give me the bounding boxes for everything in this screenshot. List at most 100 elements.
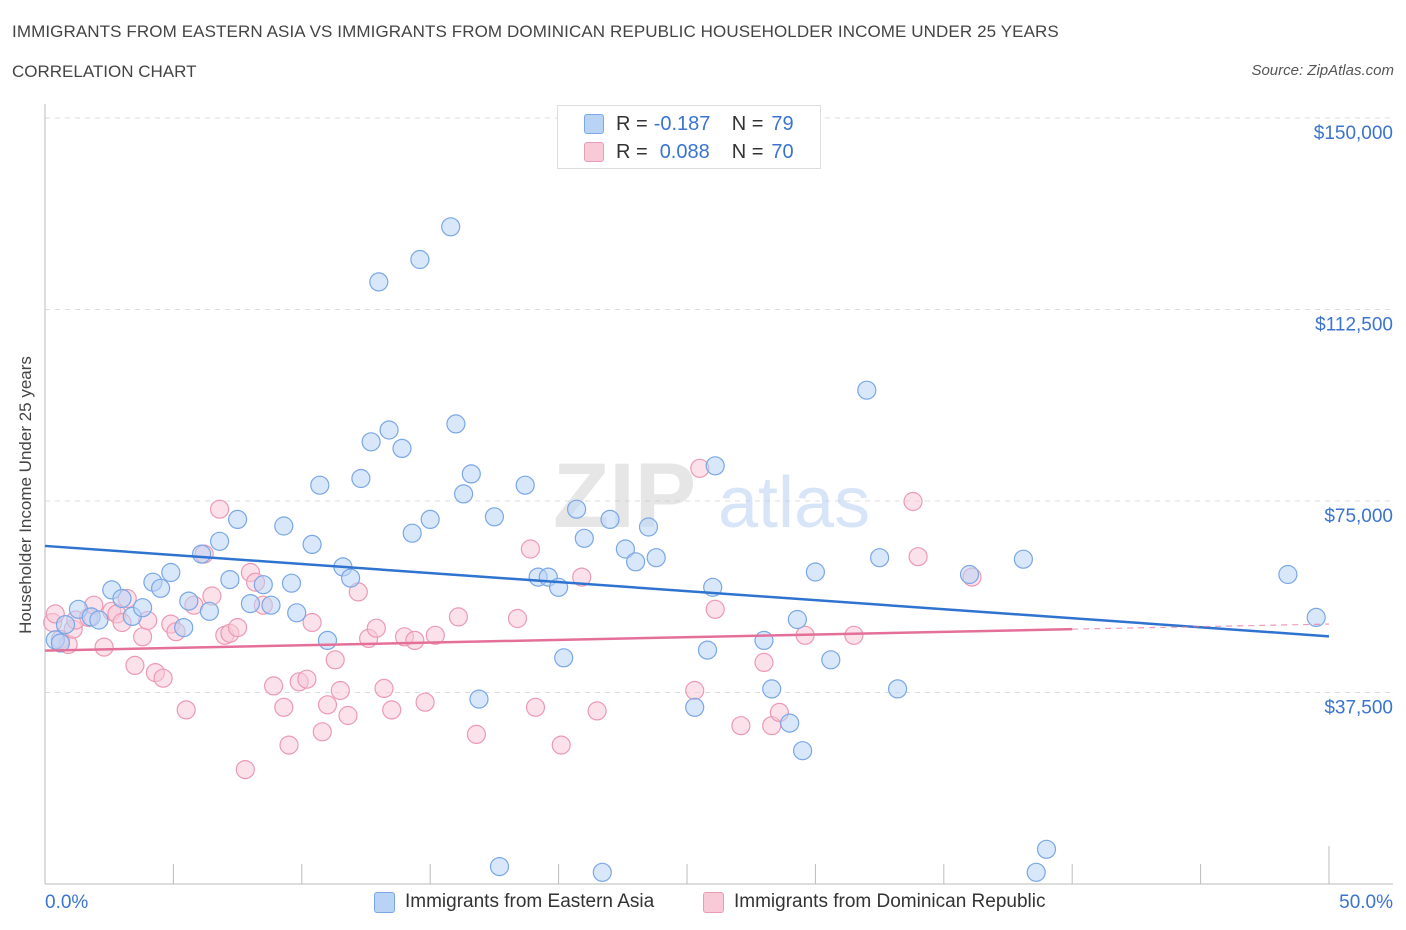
data-point xyxy=(887,679,908,699)
data-point xyxy=(133,627,153,647)
data-point xyxy=(94,637,114,657)
watermark: ZIP atlas xyxy=(553,445,870,547)
data-point xyxy=(179,591,199,611)
data-point xyxy=(507,608,528,629)
data-point xyxy=(351,468,371,489)
data-point xyxy=(592,862,612,882)
data-point xyxy=(638,517,659,537)
data-point xyxy=(317,695,338,715)
data-point xyxy=(287,603,307,623)
data-point xyxy=(903,491,923,512)
data-point xyxy=(312,722,332,742)
data-point xyxy=(374,678,394,699)
data-point xyxy=(341,568,361,588)
data-point xyxy=(1013,549,1034,569)
y-tick-label: $112,500 xyxy=(1315,315,1393,336)
data-point xyxy=(338,705,358,726)
data-point xyxy=(220,569,240,590)
data-point xyxy=(869,548,890,568)
data-point xyxy=(405,630,425,651)
legend-r-label: R = xyxy=(616,112,648,135)
data-point xyxy=(731,716,751,736)
bottom-legend-label-1: Immigrants from Eastern Asia xyxy=(405,891,655,912)
data-point xyxy=(402,523,422,543)
correlation-legend: R = -0.187 N = 79 R = 0.088 N = 70 xyxy=(557,105,821,169)
data-point xyxy=(302,612,322,633)
data-point xyxy=(554,648,574,668)
axes xyxy=(44,104,1393,885)
y-axis-label: Householder Income Under 25 years xyxy=(16,356,35,634)
data-point xyxy=(625,552,646,572)
data-point xyxy=(441,217,461,237)
bottom-legend-eastern-asia: Immigrants from Eastern Asia xyxy=(374,889,654,915)
data-point xyxy=(176,700,196,720)
x-tick-labels: 0.0% 50.0% xyxy=(45,892,1393,913)
data-point xyxy=(274,516,294,536)
bottom-legend-label-2: Immigrants from Dominican Republic xyxy=(734,891,1046,912)
legend-r-label: R = xyxy=(616,140,648,163)
data-point xyxy=(89,610,109,630)
data-point xyxy=(392,438,412,458)
data-point xyxy=(235,759,255,780)
bottom-legend-dominican-republic: Immigrants from Dominican Republic xyxy=(703,889,1046,915)
data-point xyxy=(310,475,330,495)
data-point xyxy=(959,564,980,585)
data-point xyxy=(857,380,877,400)
data-point xyxy=(466,724,486,745)
data-point xyxy=(425,625,445,645)
x-tick-label: 0.0% xyxy=(45,892,88,913)
data-point xyxy=(281,573,302,593)
data-point xyxy=(566,499,587,519)
data-point xyxy=(520,539,541,559)
legend-n-value-1: 79 xyxy=(771,112,794,135)
data-point xyxy=(1306,607,1326,628)
y-tick-label: $75,000 xyxy=(1324,506,1393,527)
data-point xyxy=(297,669,317,689)
data-point xyxy=(685,680,705,701)
data-point xyxy=(792,741,813,761)
chart-subtitle: CORRELATION CHART xyxy=(12,62,197,81)
trend-line-dominican-republic xyxy=(44,627,1073,652)
data-point xyxy=(199,601,219,621)
data-point xyxy=(754,652,774,673)
data-point xyxy=(600,509,620,530)
legend-n-label: N = xyxy=(731,140,764,163)
data-point xyxy=(410,249,430,270)
data-point xyxy=(821,650,841,670)
data-point xyxy=(302,534,322,555)
source-label: Source: ZipAtlas.com xyxy=(1251,62,1394,79)
data-point xyxy=(420,509,440,530)
data-point xyxy=(317,630,338,651)
data-point xyxy=(50,633,71,653)
data-point xyxy=(274,697,294,717)
legend-r-value-1: -0.187 xyxy=(653,112,711,135)
legend-n-label: N = xyxy=(731,112,764,135)
data-point xyxy=(454,484,474,504)
data-point xyxy=(754,630,774,651)
data-point xyxy=(697,640,718,660)
data-point xyxy=(705,599,725,619)
data-point xyxy=(805,562,826,582)
data-point xyxy=(787,609,808,630)
data-point xyxy=(515,475,535,495)
data-point xyxy=(844,625,864,645)
data-point xyxy=(525,697,546,717)
legend-swatch-pink xyxy=(584,142,604,162)
data-point xyxy=(253,575,273,595)
legend-r-value-2: 0.088 xyxy=(659,140,710,163)
watermark-zip: ZIP xyxy=(553,445,696,547)
data-point xyxy=(261,595,281,615)
data-point xyxy=(484,507,504,527)
data-point xyxy=(448,607,468,627)
data-point xyxy=(572,567,592,587)
data-point xyxy=(646,548,666,568)
data-point xyxy=(469,689,489,709)
data-point xyxy=(174,617,194,638)
data-point xyxy=(489,856,510,877)
data-point xyxy=(330,680,350,701)
data-point xyxy=(587,701,607,721)
bottom-legend-swatch-blue xyxy=(374,891,395,913)
data-point xyxy=(780,713,800,733)
data-point xyxy=(415,692,435,712)
